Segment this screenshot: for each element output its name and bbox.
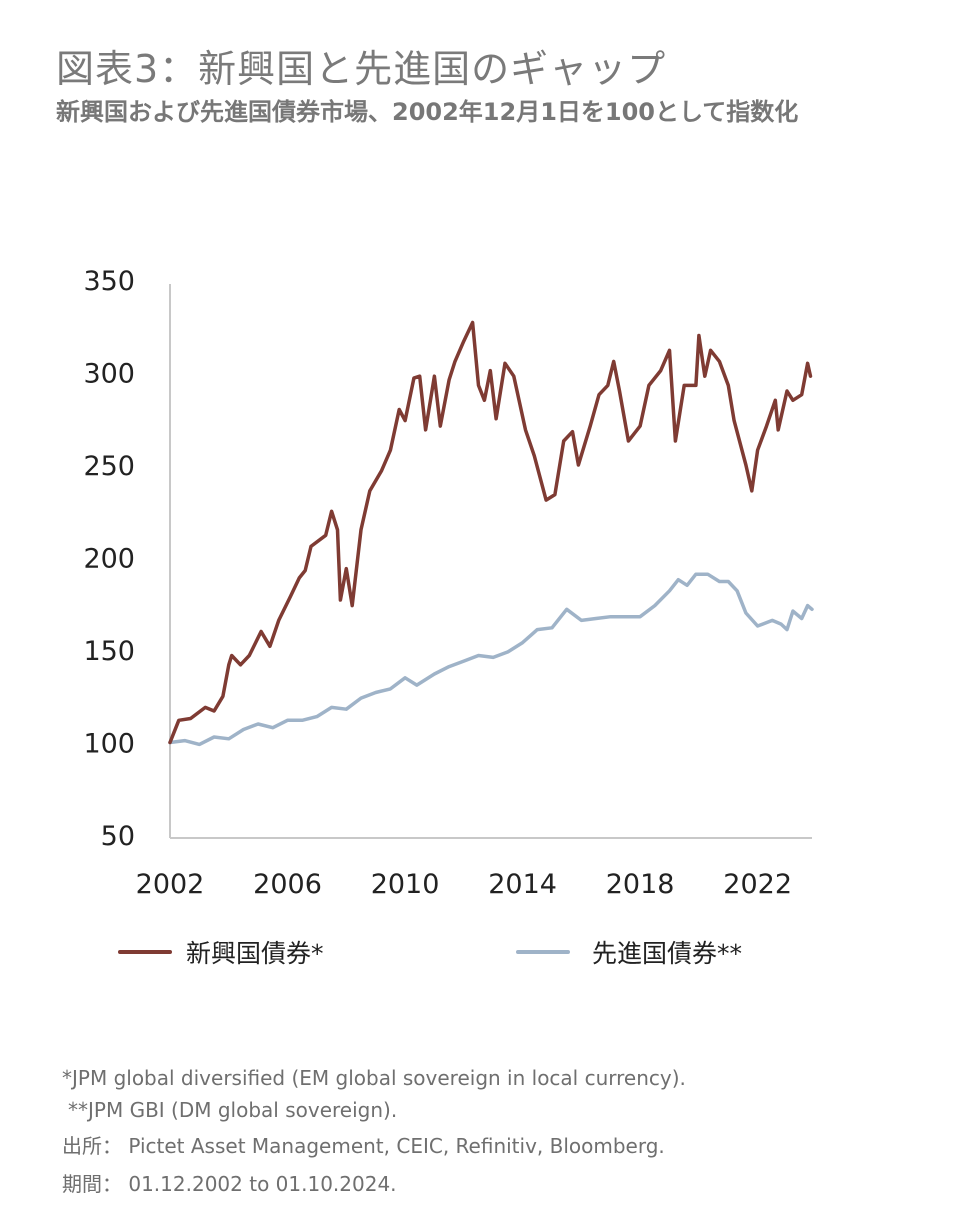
x-tick-label: 2014 <box>488 869 557 900</box>
source-line: 出所： Pictet Asset Management, CEIC, Refin… <box>62 1130 686 1162</box>
legend-label-dm: 先進国債券** <box>592 939 743 968</box>
y-tick-label: 350 <box>83 266 135 297</box>
chart-subtitle: 新興国および先進国債券市場、2002年12月1日を100として指数化 <box>56 98 799 126</box>
axes <box>169 284 812 839</box>
y-tick-labels: 350 300 250 200 150 100 50 <box>83 266 135 852</box>
x-tick-label: 2006 <box>253 869 322 900</box>
series-lines <box>168 320 814 747</box>
footnote-em: *JPM global diversified (EM global sover… <box>62 1066 686 1090</box>
y-tick-label: 200 <box>83 544 135 575</box>
x-tick-labels: 2002 2006 2010 2014 2018 2022 <box>136 869 792 900</box>
chart-title: 図表3：新興国と先進国のギャップ <box>56 47 667 91</box>
period-label: 期間： <box>62 1172 122 1196</box>
legend-swatch-em <box>118 950 172 954</box>
notes: *JPM global diversified (EM global sover… <box>62 1062 686 1200</box>
x-tick-label: 2018 <box>606 869 675 900</box>
y-tick-label: 50 <box>101 821 135 852</box>
series-line-em-bonds <box>168 320 813 745</box>
x-tick-label: 2022 <box>723 869 792 900</box>
y-tick-label: 300 <box>83 359 135 390</box>
source-label: 出所： <box>62 1134 122 1158</box>
period-line: 期間： 01.12.2002 to 01.10.2024. <box>62 1168 686 1200</box>
x-tick-label: 2010 <box>371 869 440 900</box>
period-text: 01.12.2002 to 01.10.2024. <box>128 1172 397 1196</box>
legend-label-em: 新興国債券* <box>186 939 324 968</box>
legend-item-em: 新興国債券* <box>118 932 324 972</box>
footnote-dm: **JPM GBI (DM global sovereign). <box>68 1098 398 1122</box>
source-text: Pictet Asset Management, CEIC, Refinitiv… <box>128 1134 665 1158</box>
y-tick-label: 150 <box>83 636 135 667</box>
y-tick-label: 100 <box>83 729 135 760</box>
x-tick-label: 2002 <box>136 869 205 900</box>
legend-swatch-dm <box>516 950 570 954</box>
y-tick-label: 250 <box>83 451 135 482</box>
series-line-dm-bonds <box>168 572 814 747</box>
legend-item-dm: 先進国債券** <box>516 932 742 972</box>
